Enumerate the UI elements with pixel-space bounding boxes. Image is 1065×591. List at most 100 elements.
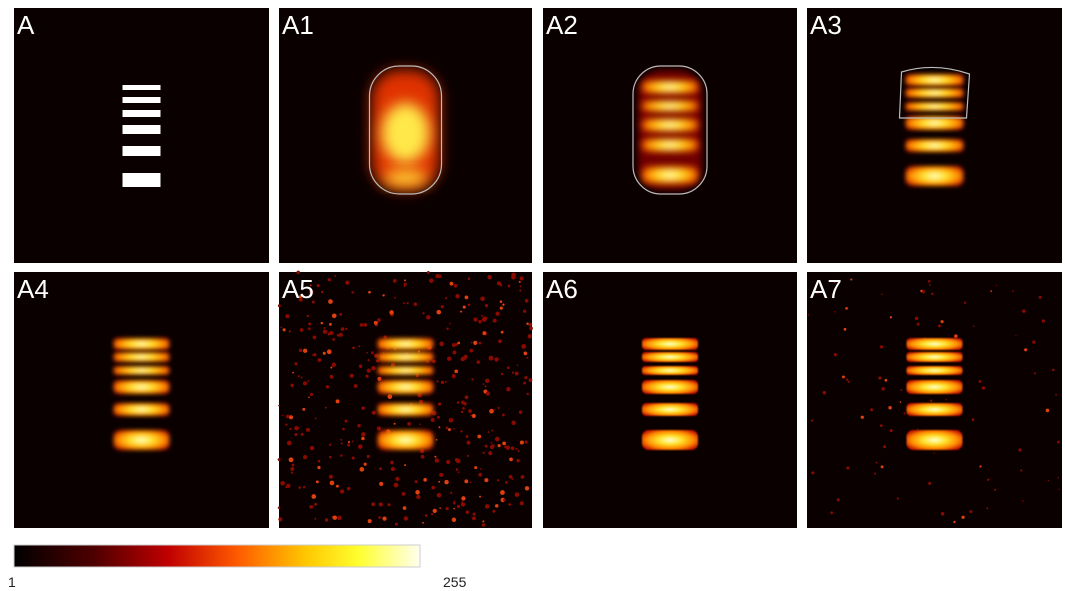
noise-dot xyxy=(509,475,513,479)
noise-dot xyxy=(294,433,297,436)
noise-dot xyxy=(285,314,289,318)
noise-dot xyxy=(934,453,935,454)
noise-dot xyxy=(333,516,337,520)
noise-dot xyxy=(314,518,316,520)
noise-dot xyxy=(292,372,294,374)
noise-dot xyxy=(842,375,845,378)
noise-dot xyxy=(526,357,528,359)
noise-dot xyxy=(982,386,985,389)
noise-dot xyxy=(278,304,281,307)
noise-dot xyxy=(471,342,473,344)
noise-dot xyxy=(523,382,526,385)
noise-dot xyxy=(900,389,902,391)
noise-dot xyxy=(482,317,487,322)
noise-dot xyxy=(455,343,458,346)
bar xyxy=(642,352,698,362)
noise-dot xyxy=(506,387,510,391)
noise-dot xyxy=(485,445,488,448)
noise-dot xyxy=(483,383,485,385)
noise-dot xyxy=(521,475,525,479)
noise-dot xyxy=(480,297,485,302)
panel-label: A1 xyxy=(282,10,314,40)
noise-dot xyxy=(359,364,362,367)
noise-dot xyxy=(441,381,444,384)
noise-dot xyxy=(339,313,342,316)
blob xyxy=(384,170,428,186)
noise-dot xyxy=(461,401,465,405)
bar xyxy=(114,380,170,394)
noise-dot xyxy=(528,334,532,338)
noise-dot xyxy=(471,378,473,380)
noise-dot xyxy=(340,454,342,456)
noise-dot xyxy=(404,285,406,287)
noise-dot xyxy=(480,468,482,470)
noise-dot xyxy=(298,486,301,489)
panel-label: A3 xyxy=(810,10,842,40)
noise-dot xyxy=(1055,394,1057,396)
noise-dot xyxy=(479,496,481,498)
panel-label: A7 xyxy=(810,274,842,304)
noise-dot xyxy=(308,327,311,330)
noise-dot xyxy=(1046,409,1050,413)
noise-dot xyxy=(444,480,449,485)
noise-dot xyxy=(289,457,294,462)
image-panel: A7 xyxy=(807,272,1062,528)
noise-dot xyxy=(389,310,393,314)
noise-dot xyxy=(1057,477,1058,478)
noise-dot xyxy=(330,367,332,369)
noise-dot xyxy=(360,323,363,326)
noise-dot xyxy=(308,396,310,398)
noise-dot xyxy=(317,358,321,362)
noise-dot xyxy=(501,331,504,334)
noise-dot xyxy=(1032,340,1035,343)
noise-dot xyxy=(986,507,988,509)
bar xyxy=(114,366,170,375)
bar xyxy=(114,430,170,450)
noise-dot xyxy=(996,285,997,286)
noise-dot xyxy=(880,345,883,348)
noise-dot xyxy=(436,310,441,315)
noise-dot xyxy=(465,395,469,399)
noise-dot xyxy=(415,490,420,495)
noise-dot xyxy=(468,303,471,306)
noise-dot xyxy=(327,349,332,354)
noise-dot xyxy=(352,347,355,350)
noise-dot xyxy=(445,507,448,510)
noise-dot xyxy=(438,275,441,278)
image-panel: A6 xyxy=(543,272,797,528)
noise-dot xyxy=(407,422,411,426)
noise-dot xyxy=(286,415,290,419)
noise-dot xyxy=(336,399,340,403)
noise-dot xyxy=(519,289,521,291)
noise-dot xyxy=(330,375,334,379)
noise-dot xyxy=(450,282,454,286)
noise-dot xyxy=(341,442,343,444)
noise-dot xyxy=(332,363,336,367)
noise-dot xyxy=(437,416,440,419)
figure: AA1A2A3A4A5A6A7 1 255 xyxy=(0,0,1065,591)
noise-dot xyxy=(482,520,484,522)
noise-dot xyxy=(484,478,488,482)
bar xyxy=(123,85,161,90)
noise-dot xyxy=(1022,500,1023,501)
noise-dot xyxy=(307,380,309,382)
noise-dot xyxy=(489,356,494,361)
noise-dot xyxy=(990,290,992,292)
noise-dot xyxy=(954,334,958,338)
blob xyxy=(382,103,430,163)
noise-dot xyxy=(472,516,476,520)
bar xyxy=(642,138,698,152)
bar xyxy=(123,125,161,134)
noise-dot xyxy=(972,418,975,421)
noise-dot xyxy=(363,323,367,327)
noise-dot xyxy=(502,414,504,416)
bar xyxy=(123,146,161,156)
noise-dot xyxy=(452,518,456,522)
noise-dot xyxy=(1034,372,1036,374)
noise-dot xyxy=(329,279,331,281)
noise-dot xyxy=(447,356,451,360)
noise-dot xyxy=(431,486,435,490)
noise-dot xyxy=(834,353,837,356)
noise-dot xyxy=(336,485,339,488)
noise-dot xyxy=(289,415,293,419)
